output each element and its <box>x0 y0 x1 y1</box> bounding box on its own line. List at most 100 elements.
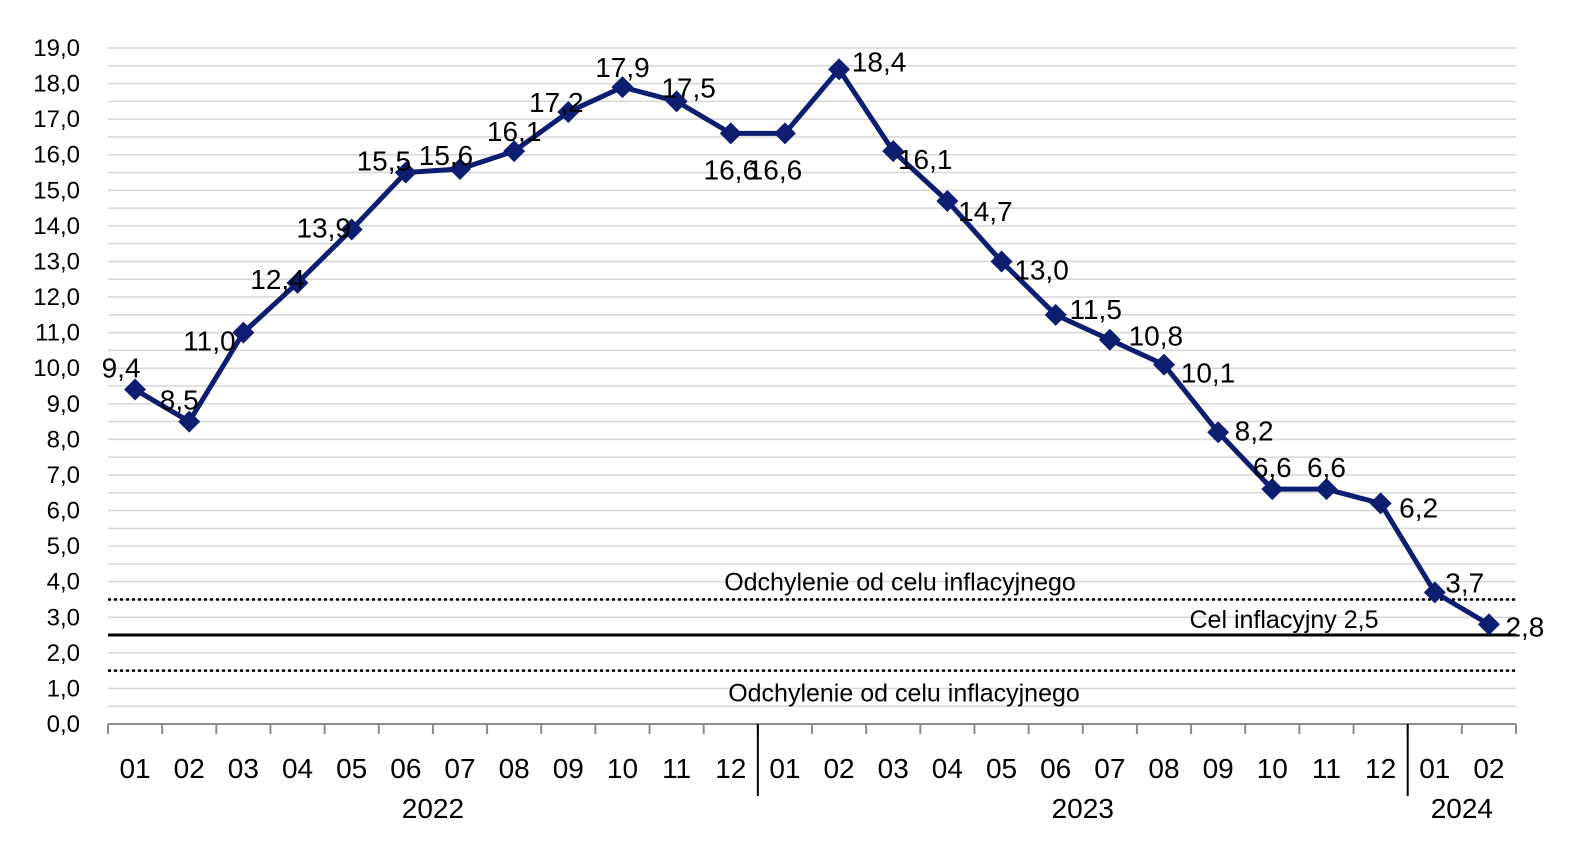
data-point-marker <box>882 140 905 163</box>
x-tick-label: 08 <box>499 753 530 784</box>
data-point-marker <box>990 250 1013 273</box>
data-label: 6,2 <box>1399 492 1438 523</box>
data-label: 12,4 <box>250 264 305 295</box>
data-point-marker <box>178 410 201 433</box>
data-label: 16,1 <box>898 144 953 175</box>
data-label: 11,0 <box>183 326 235 357</box>
y-tick-label: 11,0 <box>35 320 80 347</box>
y-tick-label: 7,0 <box>47 462 80 489</box>
data-label: 9,4 <box>102 353 141 384</box>
data-label: 10,1 <box>1181 358 1236 389</box>
x-tick-label: 08 <box>1148 753 1179 784</box>
x-tick-label: 02 <box>823 753 854 784</box>
x-tick-label: 02 <box>174 753 205 784</box>
y-tick-label: 17,0 <box>33 106 80 133</box>
data-label: 15,5 <box>357 146 412 177</box>
data-point-marker <box>936 189 959 212</box>
data-point-marker <box>1098 328 1121 351</box>
x-tick-label: 11 <box>662 753 691 784</box>
reference-line-label: Cel inflacyjny 2,5 <box>1190 606 1379 634</box>
y-tick-label: 13,0 <box>33 248 80 275</box>
x-tick-label: 04 <box>282 753 313 784</box>
reference-lines: Cel inflacyjny 2,5 Odchylenie od celu inf… <box>108 568 1516 708</box>
x-tick-label: 02 <box>1473 753 1504 784</box>
series <box>124 58 1500 636</box>
y-tick-label: 19,0 <box>33 35 80 62</box>
x-tick-label: 07 <box>1094 753 1125 784</box>
y-tick-label: 2,0 <box>47 640 80 667</box>
data-point-marker <box>665 90 688 113</box>
data-label: 8,5 <box>160 385 199 416</box>
data-label: 13,0 <box>1014 254 1069 285</box>
data-label: 6,6 <box>1253 452 1292 483</box>
x-tick-label: 06 <box>390 753 421 784</box>
y-tick-label: 6,0 <box>47 498 80 525</box>
year-label: 2022 <box>402 793 464 824</box>
y-tick-label: 16,0 <box>33 142 80 169</box>
x-tick-label: 05 <box>986 753 1017 784</box>
y-tick-label: 9,0 <box>47 391 80 418</box>
data-point-marker <box>1369 492 1392 515</box>
data-point-marker <box>124 378 147 401</box>
y-tick-label: 10,0 <box>33 355 80 382</box>
x-tick-label: 12 <box>715 753 746 784</box>
x-tick-label: 07 <box>444 753 475 784</box>
x-tick-label: 09 <box>1203 753 1234 784</box>
data-point-marker <box>773 122 796 145</box>
data-label: 6,6 <box>1307 452 1346 483</box>
y-tick-label: 8,0 <box>47 426 80 453</box>
x-tick-label: 01 <box>119 753 150 784</box>
data-point-marker <box>611 76 634 99</box>
data-label: 17,5 <box>661 72 716 103</box>
y-tick-label: 18,0 <box>33 71 80 98</box>
reference-line-label: Odchylenie od celu inflacyjnego <box>724 568 1076 596</box>
data-point-marker <box>557 101 580 124</box>
reference-line-label: Odchylenie od celu inflacyjnego <box>728 680 1080 708</box>
x-tick-label: 04 <box>932 753 963 784</box>
data-point-marker <box>232 321 255 344</box>
x-tick-label: 09 <box>553 753 584 784</box>
data-point-marker <box>1315 478 1338 501</box>
x-tick-label: 03 <box>228 753 259 784</box>
data-label: 16,1 <box>487 116 542 147</box>
data-label: 11,5 <box>1069 294 1121 325</box>
data-point-marker <box>719 122 742 145</box>
data-label: 17,2 <box>529 87 584 118</box>
x-tick-label: 10 <box>607 753 638 784</box>
x-axis: 01 02 03 04 05 06 07 08 09 10 11 12 01 02 03 04 05 06 07 08… <box>107 723 1517 824</box>
data-point-marker <box>1477 613 1500 636</box>
y-tick-label: 1,0 <box>47 675 80 702</box>
y-tick-label: 12,0 <box>33 284 80 311</box>
data-label: 18,4 <box>852 46 907 77</box>
y-tick-label: 15,0 <box>33 177 80 204</box>
x-tick-label: 11 <box>1312 753 1341 784</box>
data-label: 3,7 <box>1445 567 1484 598</box>
data-labels: 9,48,511,012,413,915,5 15,616,117,217,917… <box>102 46 1545 642</box>
year-label: 2023 <box>1052 793 1114 824</box>
data-point-marker <box>286 271 309 294</box>
y-tick-label: 14,0 <box>33 213 80 240</box>
data-label: 13,9 <box>296 212 351 243</box>
data-point-marker <box>503 140 526 163</box>
data-label: 16,6 <box>704 154 759 185</box>
data-point-marker <box>1153 353 1175 376</box>
data-label: 17,9 <box>595 52 650 83</box>
data-label: 2,8 <box>1505 611 1544 642</box>
data-point-marker <box>340 218 363 241</box>
x-tick-label: 06 <box>1040 753 1071 784</box>
x-tick-label: 10 <box>1257 753 1288 784</box>
y-tick-label: 3,0 <box>47 604 80 631</box>
data-label: 8,2 <box>1235 415 1274 446</box>
series-line <box>133 66 1491 627</box>
x-tick-label: 01 <box>1419 753 1450 784</box>
data-label: 15,6 <box>419 140 474 171</box>
y-tick-label: 0,0 <box>47 711 80 738</box>
y-axis: 0,0 1,0 2,0 3,0 4,0 5,0 6,0 7,0 8,0 9,0 10,0 11,0 12… <box>33 35 80 738</box>
y-tick-label: 4,0 <box>47 569 80 596</box>
x-tick-label: 05 <box>336 753 367 784</box>
x-tick-label: 03 <box>878 753 909 784</box>
data-point-marker <box>828 58 851 81</box>
x-tick-label: 01 <box>769 753 800 784</box>
y-tick-label: 5,0 <box>47 533 80 560</box>
